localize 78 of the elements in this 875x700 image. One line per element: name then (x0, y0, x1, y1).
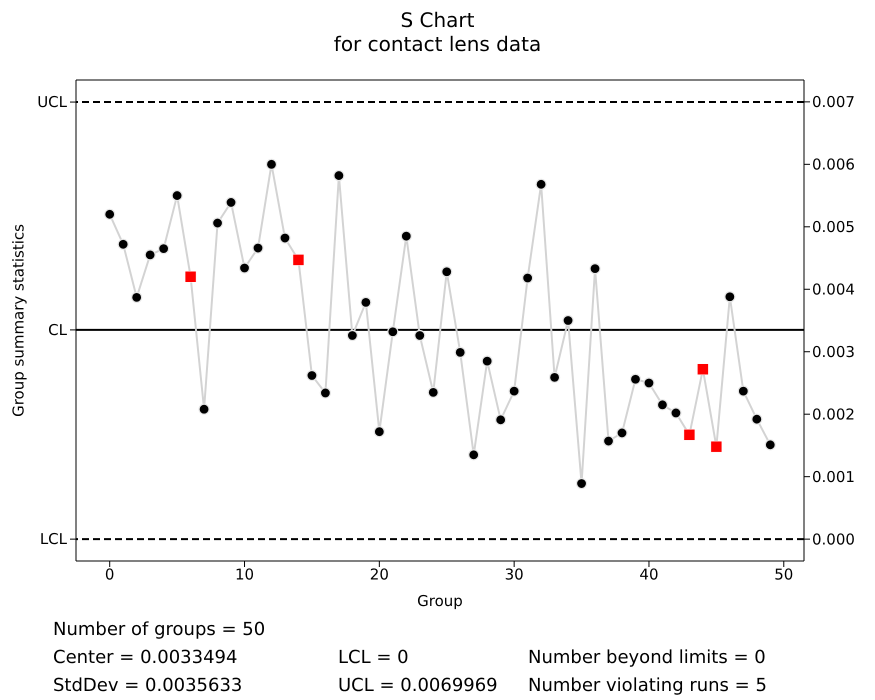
point (172, 190, 183, 202)
point (118, 238, 129, 250)
x-axis-title: Group (417, 592, 463, 610)
point (184, 271, 196, 283)
y-tick-label: 0.002 (812, 406, 855, 424)
text: Number beyond limits = 0 (528, 646, 767, 670)
point (104, 208, 116, 220)
x-tick-label: 50 (774, 566, 794, 584)
point (225, 196, 237, 208)
text: UCL = 0.0069969 (338, 674, 499, 698)
point (616, 427, 628, 439)
point (198, 404, 210, 415)
ref-line-label: CL (48, 320, 68, 339)
point (212, 217, 224, 229)
point (306, 370, 318, 382)
x-tick-label: 40 (639, 566, 659, 584)
x-tick-label: 30 (504, 566, 524, 584)
point (630, 374, 642, 385)
point (764, 439, 776, 450)
point (441, 266, 452, 278)
point (158, 243, 170, 254)
point (346, 330, 358, 342)
point (589, 263, 601, 274)
point (643, 377, 655, 389)
text: StdDev = 0.0035633 (53, 674, 244, 698)
y-tick-label: 0.007 (812, 93, 855, 112)
y-tick-label: 0.004 (812, 280, 855, 299)
point (400, 230, 412, 242)
point (495, 414, 506, 426)
text: Center = 0.0033494 (53, 646, 238, 670)
chart-subtitle: for contact lens data (332, 32, 542, 56)
chart-title: S Chart (399, 8, 476, 32)
point (333, 170, 344, 182)
y-tick-label: 0.003 (812, 343, 855, 362)
point (292, 254, 304, 266)
ref-line-label: UCL (37, 93, 68, 112)
point (576, 478, 588, 490)
point (562, 314, 574, 326)
y-tick-label: 0.001 (812, 468, 855, 486)
point (252, 242, 264, 254)
y-tick-label: 0.000 (812, 530, 855, 548)
point (414, 330, 426, 342)
point (710, 440, 722, 452)
point (684, 429, 696, 441)
text: LCL = 0 (338, 646, 410, 670)
point (522, 272, 534, 284)
point (454, 346, 466, 358)
x-tick-label: 0 (104, 566, 114, 584)
point (468, 449, 480, 460)
point (266, 158, 278, 170)
point (374, 426, 385, 438)
point (670, 407, 682, 419)
point (144, 249, 156, 261)
point (751, 414, 762, 425)
y-axis-title: Group summary statistics (9, 224, 28, 417)
text: Number of groups = 50 (53, 618, 266, 642)
point (697, 363, 709, 375)
y-tick-label: 0.006 (812, 156, 855, 174)
point (360, 296, 372, 308)
text: Number violating runs = 5 (528, 674, 768, 698)
point (320, 387, 332, 399)
point (724, 291, 736, 302)
point (536, 178, 547, 190)
point (738, 385, 749, 397)
x-tick-label: 20 (370, 566, 389, 584)
point (387, 326, 398, 338)
point (548, 372, 560, 383)
point (238, 262, 250, 274)
y-tick-label: 0.005 (812, 218, 855, 236)
ref-line-label: LCL (40, 530, 68, 548)
point (508, 385, 520, 397)
point (482, 356, 493, 367)
x-tick-label: 10 (234, 566, 254, 584)
point (131, 292, 142, 303)
point (279, 232, 291, 244)
point (428, 386, 439, 398)
point (602, 435, 614, 447)
point (656, 399, 668, 410)
